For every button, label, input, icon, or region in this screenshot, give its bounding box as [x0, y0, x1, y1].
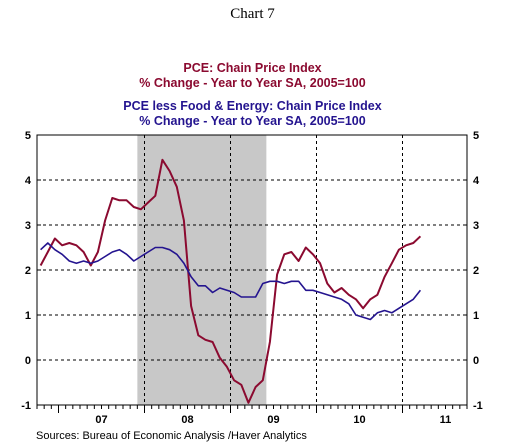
x-tick-label: 11 — [440, 414, 452, 426]
y-tick-label-right: 3 — [473, 220, 479, 232]
x-tick-label: 10 — [353, 414, 365, 426]
series-line-pce — [39, 158, 422, 404]
y-tick-label-left: 0 — [25, 355, 31, 367]
x-tick-label: 09 — [267, 414, 279, 426]
y-tick-label-right: 1 — [473, 310, 479, 322]
series-pce-units: % Change - Year to Year SA, 2005=100 — [139, 76, 366, 90]
y-tick-label-left: 2 — [25, 265, 31, 277]
y-tick-label-right: -1 — [473, 400, 483, 412]
y-tick-label-left: 3 — [25, 220, 31, 232]
y-tick-label-right: 5 — [473, 130, 479, 142]
y-tick-label-right: 0 — [473, 355, 479, 367]
y-tick-label-right: 4 — [473, 175, 480, 187]
series-core-units: % Change - Year to Year SA, 2005=100 — [139, 114, 366, 128]
y-tick-label-left: 5 — [25, 130, 31, 142]
x-tick-label: 08 — [181, 414, 193, 426]
series-core-name: PCE less Food & Energy: Chain Price Inde… — [123, 99, 382, 113]
y-tick-label-left: 1 — [25, 310, 31, 322]
y-tick-label-left: -1 — [21, 400, 31, 412]
chart-label: Chart 7 — [230, 6, 275, 22]
series-line-core — [40, 242, 422, 321]
x-tick-label: 07 — [95, 414, 107, 426]
series-pce-name: PCE: Chain Price Index — [183, 61, 322, 75]
y-tick-label-right: 2 — [473, 265, 479, 277]
y-tick-label-left: 4 — [25, 175, 32, 187]
source-note: Sources: Bureau of Economic Analysis /Ha… — [36, 430, 307, 442]
